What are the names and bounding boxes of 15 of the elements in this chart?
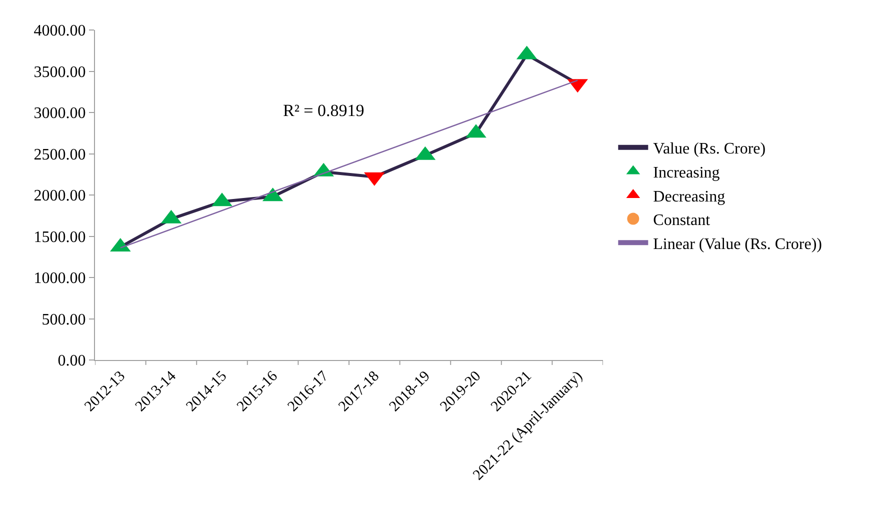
y-tick-label: 1500.00 [34,228,86,246]
annotation: R² = 0.8919 [283,101,364,120]
y-tick-label: 4000.00 [34,22,86,40]
y-tick-label: 3500.00 [34,64,86,81]
legend-label: Constant [653,212,711,230]
legend-label: Decreasing [653,188,726,206]
y-tick-label: 1000.00 [34,270,86,288]
legend-label: Value (Rs. Crore) [653,140,766,158]
y-tick-label: 2000.00 [34,188,86,205]
legend-label: Increasing [653,164,720,182]
y-tick-label: 500.00 [42,311,86,328]
legend-label: Linear (Value (Rs. Crore)) [653,236,822,253]
y-tick-label: 0.00 [58,352,86,370]
y-tick-label: 3000.00 [34,105,86,122]
y-tick-label: 2500.00 [34,146,86,164]
